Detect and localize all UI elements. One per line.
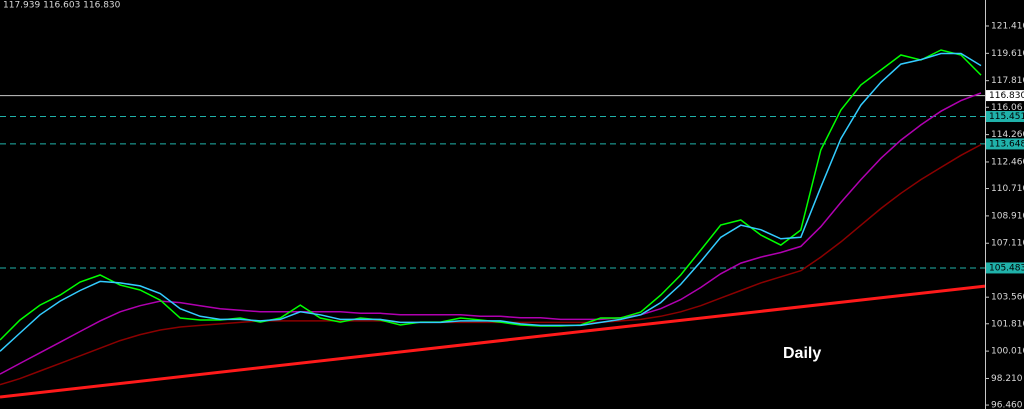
y-tick-label: 121.410 [991,21,1024,31]
y-tick-label: 107.110 [991,239,1024,249]
y-tick-label: 117.810 [991,76,1024,86]
level-box [986,262,1024,274]
y-tick-label: 101.810 [991,319,1024,329]
y-tick-label: 114.260 [991,130,1024,140]
level-label: 113.648 [989,139,1024,149]
y-tick-label: 108.910 [991,211,1024,221]
level-label: 115.451 [989,112,1024,122]
header: 117.939 116.603 116.830 [3,1,121,11]
y-tick-label: 119.610 [991,49,1024,59]
trendline [0,284,986,399]
y-tick-label: 116.06 [991,103,1023,113]
y-tick-label: 96.460 [991,401,1023,409]
y-tick-label: 110.710 [991,184,1024,194]
level-label: 116.830 [989,91,1024,101]
y-tick-label: 100.010 [991,347,1024,357]
level-box [986,90,1024,102]
series-line [0,143,982,386]
level-label: 105.483 [989,263,1024,273]
level-box [986,138,1024,150]
annotation: Daily [783,345,821,362]
series-line [0,52,982,352]
level-box [986,111,1024,123]
y-tick-label: 112.460 [991,157,1024,167]
y-tick-label: 98.210 [991,374,1023,384]
y-tick-label: 103.560 [991,293,1024,303]
series-line [0,92,982,375]
